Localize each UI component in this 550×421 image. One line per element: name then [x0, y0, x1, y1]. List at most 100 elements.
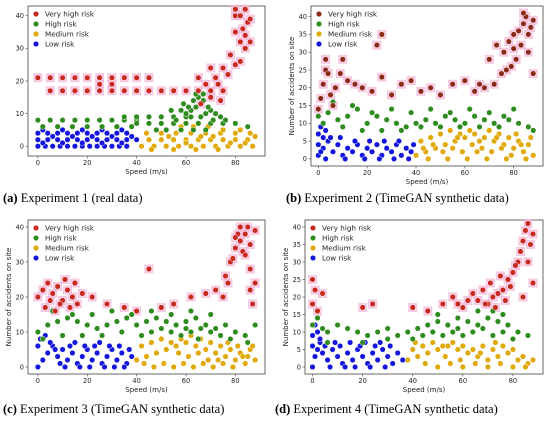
caption-d: (d) Experiment 4 (TimeGAN synthetic data…: [275, 402, 498, 417]
data-point-low-risk: [383, 145, 390, 152]
caption-b-label: (b): [286, 191, 302, 205]
data-point-very-high-risk: [242, 32, 249, 39]
legend-label: Low risk: [45, 40, 75, 49]
y-tick-label: 25: [293, 276, 301, 284]
data-point-very-high-risk: [525, 31, 532, 38]
data-point-very-high-risk: [187, 293, 194, 301]
data-point-medium-risk: [249, 342, 256, 350]
y-tick-label: 30: [293, 258, 301, 266]
data-point-very-high-risk: [242, 230, 249, 238]
data-point-high-risk: [128, 123, 135, 130]
data-point-low-risk: [79, 126, 86, 133]
data-point-low-risk: [376, 155, 383, 162]
data-point-very-high-risk: [47, 297, 54, 304]
data-point-medium-risk: [437, 130, 444, 138]
data-point-medium-risk: [409, 346, 416, 353]
x-tick-label: 0: [36, 159, 40, 167]
data-point-medium-risk: [449, 339, 456, 346]
data-point-low-risk: [123, 143, 130, 150]
data-point-low-risk: [96, 339, 103, 346]
data-point-high-risk: [84, 117, 91, 124]
data-point-low-risk: [315, 130, 322, 138]
data-point-low-risk: [101, 363, 108, 371]
data-point-high-risk: [349, 102, 356, 109]
data-point-very-high-risk: [108, 74, 115, 81]
data-point-medium-risk: [192, 342, 199, 350]
data-point-very-high-risk: [232, 6, 239, 13]
data-point-high-risk: [202, 126, 209, 133]
data-point-high-risk: [187, 113, 194, 120]
data-point-very-high-risk: [494, 290, 501, 297]
data-point-low-risk: [367, 363, 374, 371]
data-point-very-high-risk: [252, 279, 259, 287]
data-point-low-risk: [89, 133, 96, 140]
x-tick-label: 20: [358, 377, 366, 385]
data-point-very-high-risk: [461, 77, 468, 84]
data-point-high-risk: [422, 116, 429, 123]
data-point-medium-risk: [508, 152, 515, 159]
data-point-low-risk: [311, 353, 319, 360]
data-point-medium-risk: [419, 342, 426, 350]
data-point-medium-risk: [509, 363, 516, 371]
data-point-high-risk: [113, 318, 120, 325]
data-point-high-risk: [319, 325, 326, 332]
data-point-medium-risk: [425, 155, 432, 162]
data-point-high-risk: [178, 107, 185, 114]
data-point-low-risk: [103, 353, 111, 360]
data-point-very-high-risk: [133, 74, 140, 81]
data-point-high-risk: [404, 328, 411, 336]
data-point-very-high-risk: [145, 265, 153, 273]
data-point-low-risk: [387, 342, 394, 350]
data-point-very-high-risk: [224, 279, 232, 287]
data-point-medium-risk: [430, 141, 437, 148]
data-point-low-risk: [344, 145, 351, 152]
data-point-medium-risk: [469, 141, 476, 148]
y-tick-label: 10: [16, 328, 24, 336]
data-point-high-risk: [103, 321, 111, 329]
data-point-low-risk: [64, 136, 71, 143]
data-point-high-risk: [447, 109, 454, 116]
data-point-very-high-risk: [252, 227, 259, 234]
y-tick-label: 20: [16, 77, 24, 85]
data-point-medium-risk: [484, 356, 491, 364]
data-point-high-risk: [195, 120, 202, 127]
data-point-high-risk: [515, 120, 522, 127]
data-point-low-risk: [71, 143, 78, 150]
data-point-low-risk: [94, 136, 101, 143]
data-point-high-risk: [324, 328, 331, 336]
data-point-medium-risk: [173, 130, 180, 137]
data-point-high-risk: [84, 321, 91, 329]
data-point-high-risk: [195, 335, 202, 343]
data-point-medium-risk: [170, 363, 177, 371]
data-point-low-risk: [94, 143, 101, 150]
legend-label: Low risk: [322, 254, 352, 263]
x-axis-label: Speed (m/s): [125, 386, 168, 394]
data-point-high-risk: [59, 117, 66, 124]
y-tick-label: 5: [297, 346, 301, 354]
data-point-low-risk: [44, 130, 51, 137]
data-point-high-risk: [464, 318, 471, 325]
data-point-very-high-risk: [237, 38, 244, 45]
legend-label: Very high risk: [45, 224, 95, 233]
data-point-low-risk: [327, 363, 334, 371]
data-point-medium-risk: [143, 353, 150, 360]
data-point-high-risk: [530, 127, 537, 134]
data-point-low-risk: [394, 349, 401, 357]
x-tick-label: 80: [231, 159, 239, 167]
data-point-low-risk: [121, 363, 128, 371]
data-point-medium-risk: [150, 363, 157, 371]
data-point-high-risk: [190, 97, 197, 104]
data-point-high-risk: [334, 321, 341, 329]
data-point-low-risk: [69, 349, 76, 357]
data-point-high-risk: [148, 328, 155, 336]
data-point-high-risk: [359, 339, 366, 346]
data-point-low-risk: [319, 349, 326, 357]
y-axis-label: Number of accidents on site: [282, 248, 290, 347]
data-point-medium-risk: [459, 363, 466, 371]
data-point-medium-risk: [168, 339, 175, 346]
caption-d-label: (d): [275, 402, 291, 416]
data-point-very-high-risk: [84, 74, 91, 81]
data-point-very-high-risk: [527, 241, 534, 248]
data-point-medium-risk: [459, 342, 466, 350]
